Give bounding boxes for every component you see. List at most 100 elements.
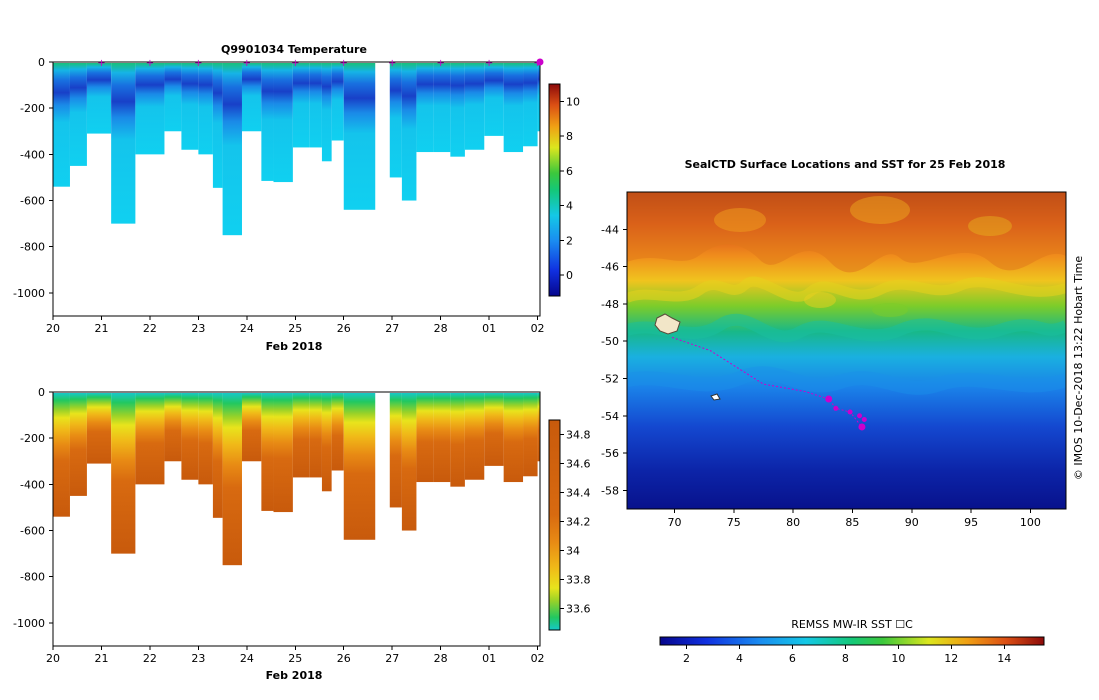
y-tick-label: 0: [38, 56, 45, 69]
lon-tick-label: 90: [905, 516, 919, 529]
profile-column: [321, 393, 332, 492]
profile-column: [241, 63, 262, 132]
profile-column: [181, 63, 199, 150]
sst-colorbar-tick-label: 14: [997, 652, 1011, 665]
profile-column: [86, 63, 112, 134]
map-latitude-axis: -44 -46 -48 -50 -52 -54 -56 -58: [601, 223, 627, 497]
temperature-colorbar: [548, 83, 561, 297]
map-longitude-axis: 70 75 80 85 90 95 100: [667, 509, 1041, 529]
profile-column: [198, 393, 213, 485]
sst-colorbar: [659, 636, 1045, 646]
salinity-panel: 0-200-400-600-800-1000 20 21 22 23 24 25 26 27 2…: [13, 386, 590, 682]
lon-tick-label: 85: [845, 516, 859, 529]
salinity-x-axis: 20 21 22 23 24 25 26 27 28 01 02: [46, 646, 545, 665]
x-tick-label: 23: [191, 322, 205, 335]
x-tick-label: 24: [240, 652, 254, 665]
lat-tick-label: -44: [601, 223, 619, 236]
credit-text: © IMOS 10-Dec-2018 13:22 Hobart Time: [1072, 256, 1085, 480]
y-tick-label: -1000: [13, 617, 45, 630]
profile-marker: +: [436, 58, 444, 69]
profile-column: [537, 63, 540, 132]
profile-column: [309, 63, 322, 148]
profile-column: [416, 63, 434, 153]
temperature-plot-frame: [52, 61, 541, 317]
profile-marker: +: [194, 58, 202, 69]
seal-location-point: [857, 413, 863, 419]
y-tick-label: -200: [20, 432, 45, 445]
profile-column: [450, 63, 465, 157]
x-tick-label: 26: [337, 322, 351, 335]
lat-tick-label: -48: [601, 298, 619, 311]
lon-tick-label: 100: [1020, 516, 1041, 529]
profile-column: [321, 63, 332, 162]
x-tick-label: 26: [337, 652, 351, 665]
profile-column: [292, 393, 310, 478]
temperature-x-label: Feb 2018: [266, 340, 323, 353]
temperature-profile-markers: ++++++++++: [97, 58, 544, 69]
sst-colorbar-tick-label: 6: [789, 652, 796, 665]
map-title: SealCTD Surface Locations and SST for 25…: [685, 158, 1006, 171]
profile-column: [135, 393, 165, 485]
profile-column: [164, 63, 182, 132]
colorbar-tick-label: 34.2: [566, 515, 591, 528]
x-tick-label: 01: [482, 322, 496, 335]
profile-column: [484, 393, 504, 466]
salinity-x-label: Feb 2018: [266, 669, 323, 682]
profile-column: [261, 63, 274, 181]
x-tick-label: 02: [531, 322, 545, 335]
y-tick-label: -600: [20, 525, 45, 538]
profile-column: [86, 393, 112, 464]
profile-column: [537, 393, 540, 462]
colorbar-tick-label: 2: [566, 234, 573, 247]
sst-colorbar-tick-label: 12: [944, 652, 958, 665]
lat-tick-label: -50: [601, 335, 619, 348]
profile-column: [53, 63, 70, 187]
profile-marker: +: [291, 58, 299, 69]
y-tick-label: -800: [20, 571, 45, 584]
salinity-profiles: [53, 393, 540, 566]
temperature-x-axis: 20 21 22 23 24 25 26 27 28 01 02: [46, 316, 545, 335]
x-tick-label: 02: [531, 652, 545, 665]
seal-location-point: [825, 395, 833, 403]
profile-column: [222, 393, 242, 566]
profile-column: [523, 63, 538, 147]
profile-column: [331, 393, 344, 471]
profile-marker: +: [340, 58, 348, 69]
profile-marker: +: [388, 58, 396, 69]
x-tick-label: 20: [46, 322, 60, 335]
x-tick-label: 28: [434, 652, 448, 665]
salinity-plot-frame: [52, 391, 541, 647]
sst-colorbar-tick-label: 10: [891, 652, 905, 665]
profile-column: [401, 63, 417, 201]
profile-column: [53, 393, 70, 517]
sst-colorbar-tick-label: 2: [683, 652, 690, 665]
profile-column: [261, 393, 274, 511]
latest-profile-marker: [536, 58, 544, 66]
heard-island: [710, 393, 721, 401]
sst-colorbar-tick-label: 8: [842, 652, 849, 665]
salinity-colorbar-ticks: 33.6 33.8 34 34.2 34.4 34.6 34.8: [560, 428, 591, 615]
profile-column: [181, 393, 199, 480]
profile-column: [198, 63, 213, 155]
colorbar-tick-label: 0: [566, 269, 573, 282]
profile-column: [433, 393, 451, 483]
profile-column: [464, 63, 485, 150]
seal-track-line: [671, 336, 863, 428]
lon-tick-label: 80: [786, 516, 800, 529]
x-tick-label: 22: [143, 322, 157, 335]
sst-field: [627, 192, 1066, 509]
profile-column: [273, 63, 293, 183]
seal-location-point: [858, 423, 866, 431]
profile-column: [111, 393, 136, 554]
sst-map-panel: SealCTD Surface Locations and SST for 25…: [601, 158, 1085, 665]
temperature-profiles: [53, 63, 540, 236]
profile-column: [69, 393, 87, 496]
y-tick-label: -1000: [13, 287, 45, 300]
profile-column: [164, 393, 182, 462]
profile-column: [331, 63, 344, 141]
colorbar-tick-label: 34.4: [566, 486, 591, 499]
profile-column: [111, 63, 136, 224]
profile-column: [222, 63, 242, 236]
profile-column: [343, 63, 376, 210]
